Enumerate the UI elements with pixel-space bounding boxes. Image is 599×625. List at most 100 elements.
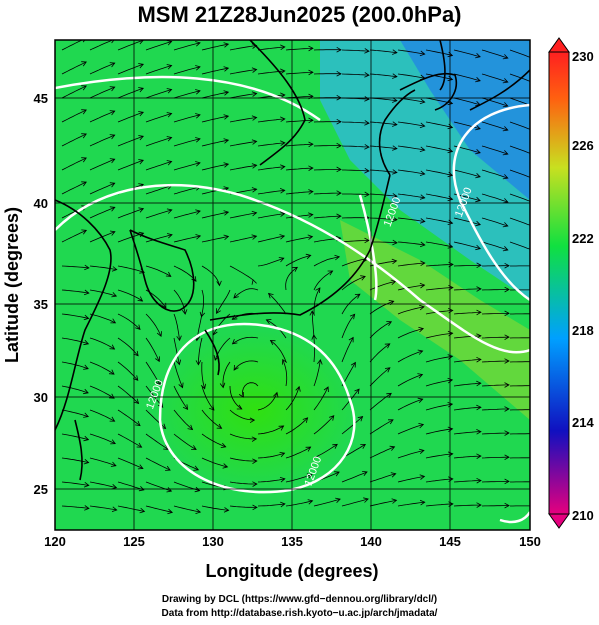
streamline [173,90,201,99]
streamline-arrow [167,508,174,515]
streamline [425,193,453,200]
streamline [61,337,89,345]
streamline-arrow [419,474,426,480]
streamline [397,424,424,435]
streamline-arrow [323,386,329,393]
streamline [61,85,87,99]
streamline-arrow [251,187,258,193]
streamline-arrow [392,169,398,175]
streamline-arrow [109,110,116,116]
streamline [481,169,508,179]
streamline-arrow [504,286,510,293]
streamline-arrow [332,443,338,449]
y-tick-label: 40 [34,196,48,211]
streamline-arrow [138,159,144,165]
streamline-arrow [334,254,341,261]
streamline-arrow [311,334,317,340]
streamline [425,503,453,507]
x-tick-label: 140 [360,534,382,549]
streamline [285,446,311,459]
streamline [145,505,173,513]
streamline-arrow [475,220,482,227]
streamline [341,498,369,507]
streamline-arrow [364,120,370,126]
colorbar-label: 214 [572,415,594,430]
streamline-arrow [390,279,397,285]
streamlines [61,40,537,515]
y-axis-title: Latitude (degrees) [2,207,22,363]
streamline [145,89,172,99]
streamline [481,360,509,363]
streamline [481,408,510,411]
streamline-arrow [504,262,510,269]
coast-taiwan [74,419,83,481]
streamline-arrow [83,459,90,465]
streamline-arrow [136,442,143,448]
streamline [369,367,391,387]
coast-kurils [469,69,530,111]
streamline [369,392,392,411]
streamline [453,217,481,226]
streamline [257,70,285,75]
streamline [481,384,509,387]
streamline [397,121,425,127]
streamline-arrow [133,398,140,404]
streamline [117,159,144,171]
streamline-arrow [223,234,230,241]
streamline [229,457,257,462]
streamline-arrow [302,417,309,423]
streamline-arrow [419,50,426,57]
streamline-arrow [392,193,398,199]
streamline [229,212,257,219]
streamline-arrow [83,314,90,321]
streamline-arrow [111,266,118,272]
streamline-arrow [309,310,315,316]
streamline-arrow [279,477,286,483]
streamline [117,457,144,469]
streamline [481,145,508,155]
streamline-arrow [419,304,425,311]
streamline-arrow [233,364,239,371]
streamline-arrow [334,471,340,477]
streamline [61,181,87,195]
streamline [89,385,115,399]
streamline-arrow [135,420,141,427]
streamline-arrow [315,287,321,294]
streamline-arrow [249,417,256,424]
streamline-arrow [533,407,537,412]
streamline [509,169,530,178]
streamline [89,62,115,75]
streamline [232,336,259,345]
streamline-arrow [476,429,482,435]
streamline-arrow [364,191,370,198]
streamline [257,452,285,459]
streamline [285,500,313,507]
streamline-arrow [392,239,398,246]
streamline-arrow [504,430,510,436]
streamline-arrow [193,465,200,471]
streamline-arrow [109,182,116,188]
streamline [425,379,453,387]
contour-low [158,322,356,494]
streamline [425,310,453,315]
streamline-arrow [216,308,221,315]
streamline-arrow [336,46,342,53]
streamline-arrow [138,207,145,213]
streamline-arrow [195,41,201,47]
streamline [342,193,370,195]
streamline-arrow [419,122,426,129]
streamline-arrow [354,388,360,395]
streamline [257,213,285,219]
streamline-arrow [108,369,115,375]
streamline-arrow [81,181,87,187]
streamline-arrow [504,358,510,364]
streamline-arrow [166,88,173,94]
streamline [509,97,530,106]
streamline-arrow [504,334,510,340]
streamline [397,241,425,246]
streamline [313,334,315,363]
streamline [229,481,257,485]
streamline [61,61,87,75]
streamline-arrow [280,44,286,51]
streamline-arrow [83,481,90,488]
